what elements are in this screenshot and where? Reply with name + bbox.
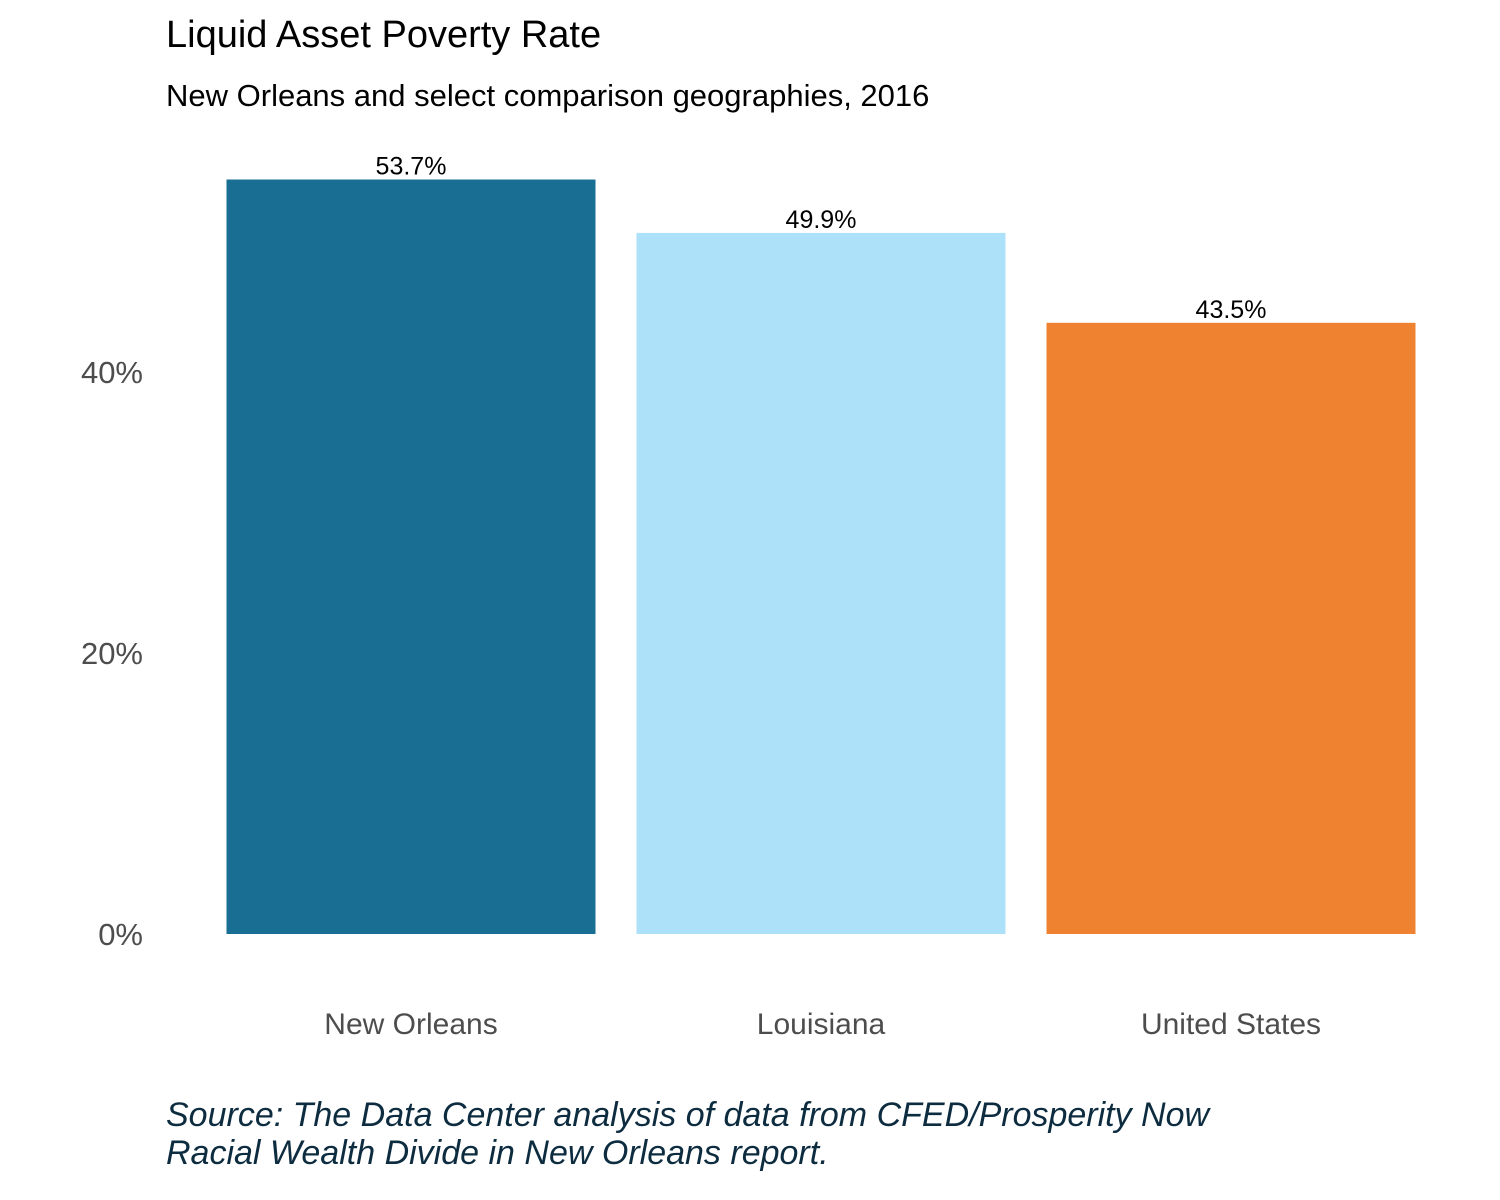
chart-subtitle: New Orleans and select comparison geogra… (166, 78, 930, 113)
data-label: 53.7% (376, 153, 447, 181)
caption-line: Source: The Data Center analysis of data… (166, 1096, 1210, 1134)
x-tick-label: United States (1141, 1008, 1321, 1041)
y-tick-label: 0% (98, 917, 143, 952)
y-tick-label: 40% (81, 355, 143, 390)
x-tick-label: Louisiana (757, 1008, 886, 1041)
y-tick-label: 20% (81, 636, 143, 671)
bar-louisiana (636, 232, 1006, 934)
chart-caption: Source: The Data Center analysis of data… (166, 1096, 1209, 1172)
x-tick-label: New Orleans (324, 1008, 497, 1041)
chart-title: Liquid Asset Poverty Rate (166, 14, 602, 56)
data-label: 43.5% (1196, 296, 1267, 324)
caption-line: Racial Wealth Divide in New Orleans repo… (166, 1134, 829, 1172)
data-label: 49.9% (786, 206, 857, 234)
bar-new-orleans (226, 179, 596, 934)
bar-united-states (1046, 322, 1416, 934)
